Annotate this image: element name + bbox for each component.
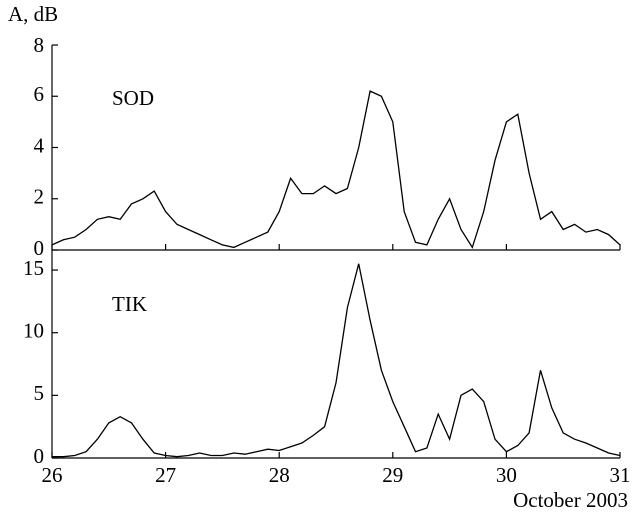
x-tick-label: 28 <box>269 463 290 487</box>
x-axis-label: October 2003 <box>513 488 628 512</box>
x-tick-label: 31 <box>610 463 631 487</box>
series-label: SOD <box>112 86 154 110</box>
y-tick-label: 0 <box>34 444 45 468</box>
y-tick-label: 0 <box>34 236 45 260</box>
y-tick-label: 15 <box>23 256 44 280</box>
y-tick-label: 2 <box>34 185 45 209</box>
y-tick-label: 6 <box>34 82 45 106</box>
y-tick-label: 10 <box>23 319 44 343</box>
data-line <box>52 263 621 458</box>
x-tick-label: 26 <box>42 463 63 487</box>
x-tick-label: 29 <box>382 463 403 487</box>
y-tick-label: 4 <box>34 133 45 157</box>
data-line <box>51 90 621 249</box>
y-tick-label: 5 <box>34 381 45 405</box>
x-tick-label: 30 <box>496 463 517 487</box>
y-tick-label: 8 <box>34 33 45 57</box>
y-axis-label: A, dB <box>8 2 58 26</box>
series-label: TIK <box>112 292 147 316</box>
x-tick-label: 27 <box>155 463 176 487</box>
